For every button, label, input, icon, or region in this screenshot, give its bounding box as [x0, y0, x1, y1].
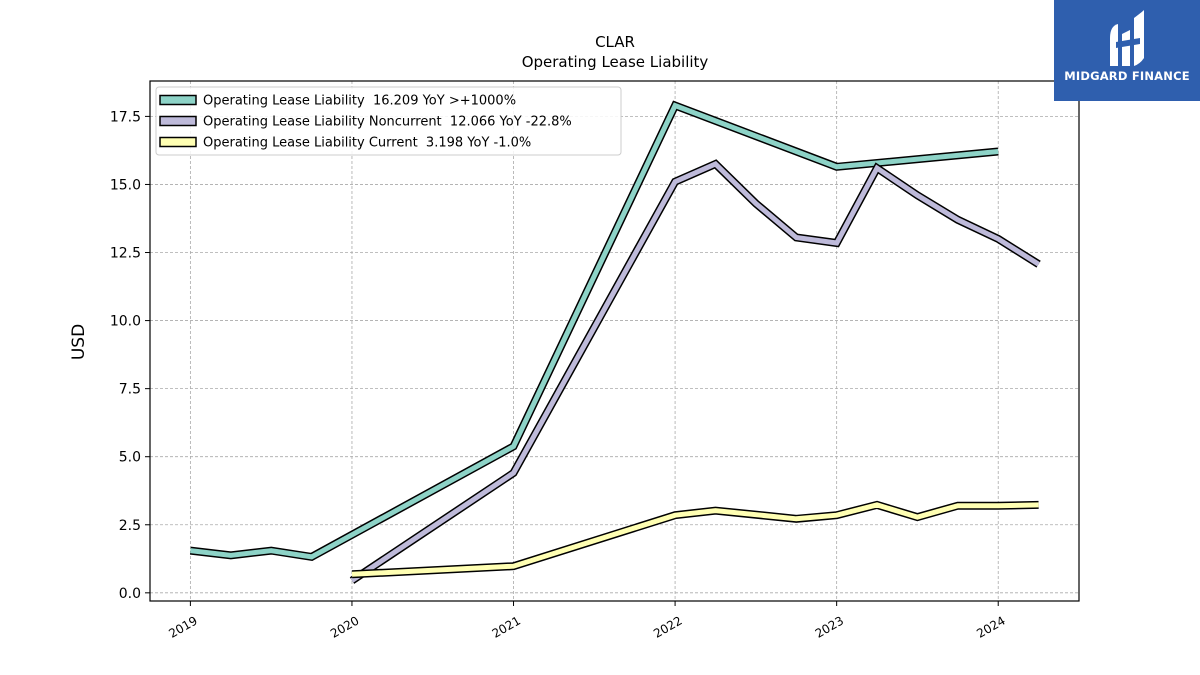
legend-label: Operating Lease Liability Noncurrent 12.…: [203, 115, 572, 130]
x-tick-label: 2021: [490, 613, 523, 640]
chart-subtitle: Operating Lease Liability: [522, 53, 709, 71]
x-tick-label: 2019: [166, 613, 199, 640]
series-stroke: [351, 502, 1039, 577]
series-lines: [189, 100, 1041, 584]
legend-label: Operating Lease Liability 16.209 YoY >+1…: [203, 94, 516, 109]
y-tick-label: 0.0: [119, 586, 141, 602]
series-outline: [349, 159, 1041, 584]
series-stroke: [350, 161, 1040, 583]
series-line-2: [351, 500, 1039, 579]
legend-swatch: [159, 115, 197, 127]
logo-text: MIDGARD FINANCE: [1064, 69, 1190, 83]
grid: [150, 81, 1079, 601]
series-line-0: [189, 100, 999, 562]
series-line-1: [349, 159, 1041, 584]
axes: 0.0 2.5 5.0 7.5 10.0 12.5 15.0 17.5 2019 2020 2021…: [110, 109, 1008, 640]
legend-swatch: [159, 94, 197, 106]
plot-frame: [149, 80, 1080, 602]
y-tick-label: 7.5: [119, 382, 141, 398]
legend: Operating Lease Liability 16.209 YoY >+1…: [155, 86, 622, 156]
y-tick-label: 17.5: [110, 109, 141, 125]
y-tick-label: 12.5: [110, 246, 141, 262]
y-tick-label: 2.5: [119, 518, 141, 534]
y-tick-label: 5.0: [119, 450, 141, 466]
logo-mark-icon: [1110, 10, 1144, 66]
y-axis-label: USD: [69, 324, 89, 360]
midgard-finance-logo: MIDGARD FINANCE: [1054, 0, 1200, 101]
series-stroke: [190, 102, 999, 560]
chart-title: CLAR: [595, 33, 635, 51]
x-tick-label: 2023: [813, 613, 846, 640]
x-tick-label: 2020: [328, 613, 361, 640]
x-tick-label: 2022: [651, 613, 684, 640]
x-tick-label: 2024: [974, 613, 1007, 640]
y-tick-label: 15.0: [110, 177, 141, 193]
legend-swatch: [159, 136, 197, 148]
y-tick-label: 10.0: [110, 314, 141, 330]
legend-frame: [155, 86, 622, 156]
legend-label: Operating Lease Liability Current 3.198 …: [203, 136, 531, 151]
